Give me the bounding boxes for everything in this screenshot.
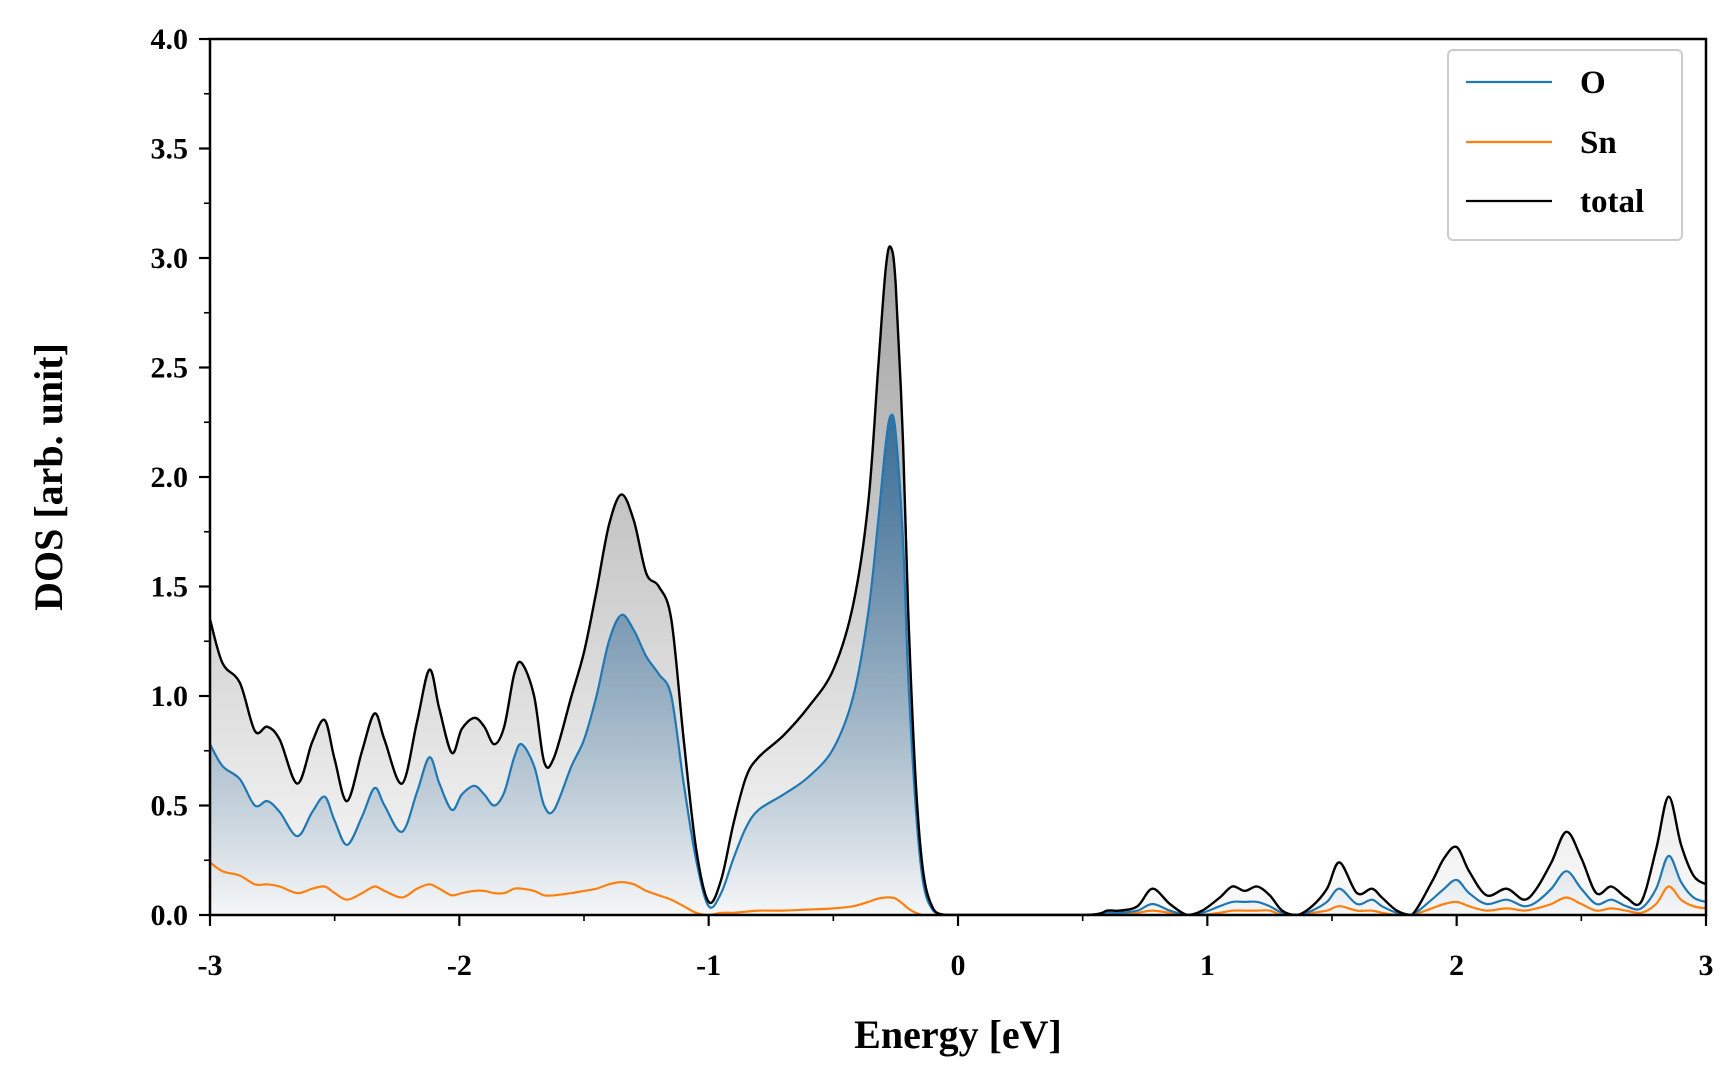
legend-label-sn: Sn (1580, 125, 1617, 161)
x-tick-label: 1 (1200, 949, 1215, 982)
legend-label-o: O (1580, 65, 1606, 101)
y-tick-label: 3.5 (151, 133, 189, 166)
y-tick-label: 1.5 (151, 571, 189, 604)
y-tick-label: 2.0 (151, 461, 189, 494)
legend: O Sn total (1447, 49, 1683, 241)
x-tick-label: 2 (1449, 949, 1464, 982)
plot-area (210, 245, 1706, 915)
x-tick-label: -2 (447, 949, 472, 982)
y-axis-ticks: 0.0 0.5 1.0 1.5 2.0 2.5 3.0 3.5 4.0 (151, 23, 210, 932)
y-tick-label: 2.5 (151, 352, 189, 385)
x-tick-label: 0 (951, 949, 966, 982)
y-axis-title: DOS [arb. unit] (26, 343, 71, 611)
y-tick-label: 0.5 (151, 790, 189, 823)
y-tick-label: 3.0 (151, 242, 189, 275)
x-axis-ticks: -3 -2 -1 0 1 2 3 (198, 915, 1714, 982)
legend-box (1447, 49, 1683, 241)
x-tick-label: -1 (696, 949, 721, 982)
x-tick-label: -3 (198, 949, 223, 982)
x-tick-label: 3 (1699, 949, 1714, 982)
legend-label-total: total (1580, 184, 1644, 220)
series-line-sn (210, 861, 1706, 915)
series-line-total (210, 245, 1706, 915)
x-axis-title: Energy [eV] (854, 1012, 1062, 1057)
y-tick-label: 1.0 (151, 680, 189, 713)
y-tick-label: 0.0 (151, 899, 189, 932)
o-area-fill (210, 414, 1706, 915)
y-tick-label: 4.0 (151, 23, 189, 56)
series-line-o (210, 413, 1706, 915)
